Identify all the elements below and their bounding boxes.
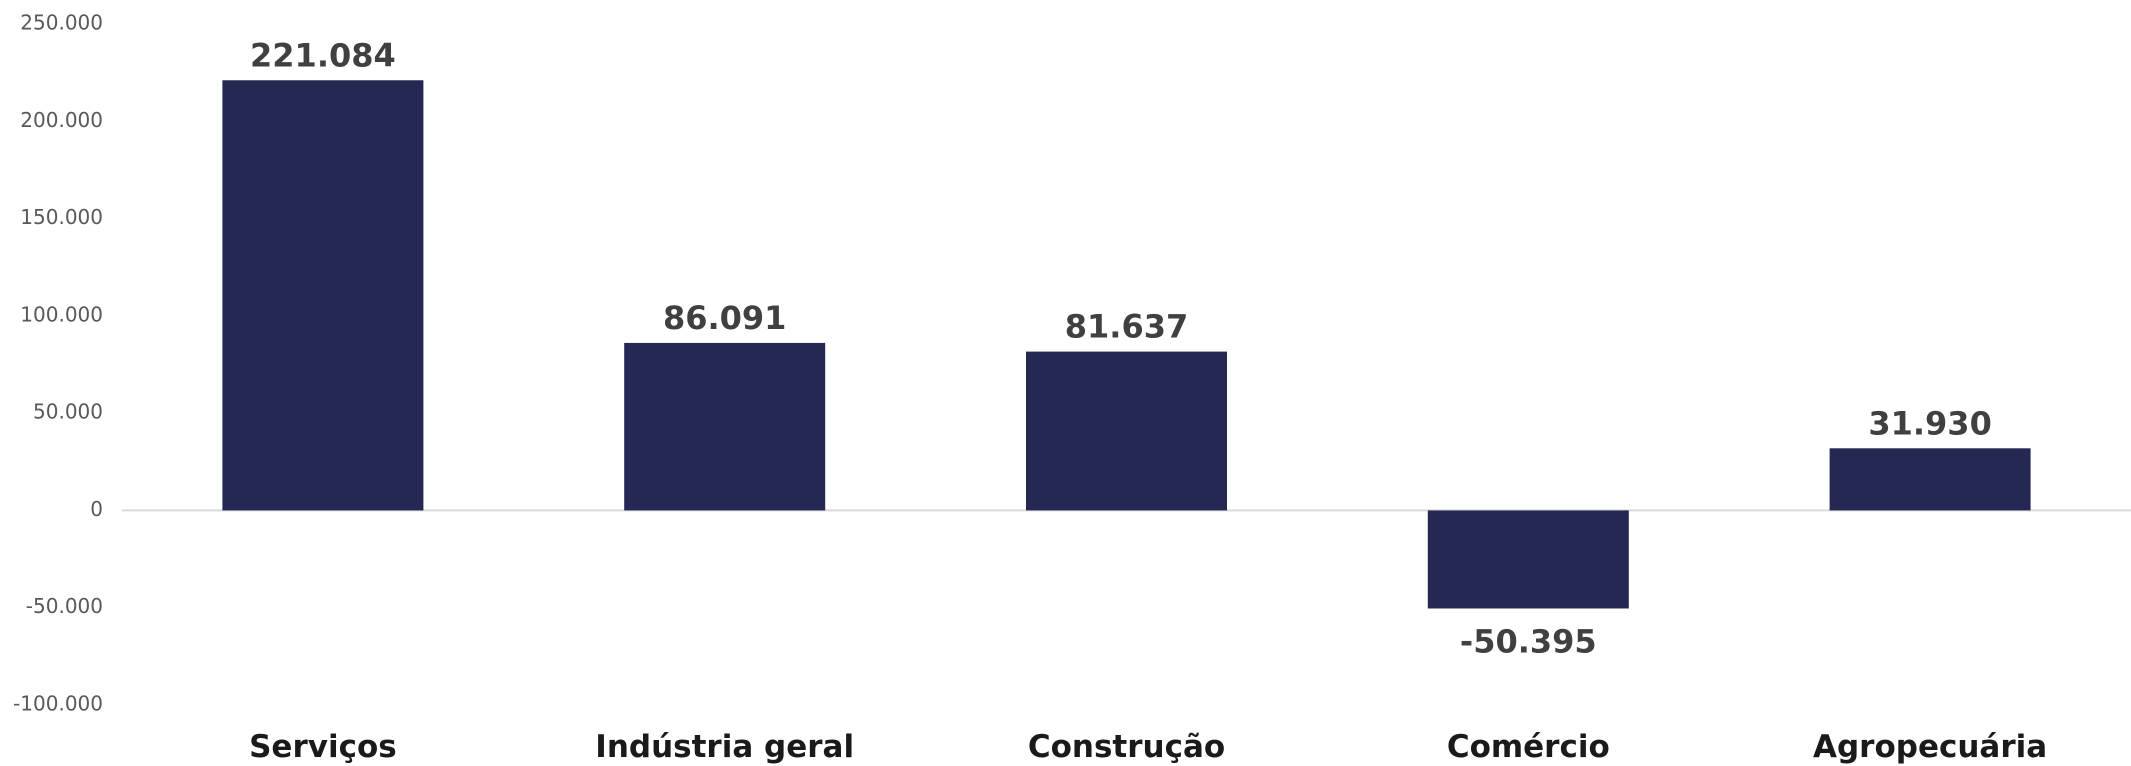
category-label: Agropecuária	[1813, 729, 2047, 765]
category-label: Construção	[1028, 729, 1225, 765]
data-label: 81.637	[1065, 308, 1188, 346]
y-tick-label: 50.000	[33, 400, 103, 424]
y-tick-label: 200.000	[20, 108, 103, 132]
y-tick-label: 150.000	[20, 205, 103, 229]
y-axis-tick-labels: 250.000 200.000 150.000 100.000 50.000 0 -50.0…	[13, 11, 103, 716]
category-label: Comércio	[1447, 729, 1610, 765]
y-tick-label: 0	[90, 497, 103, 521]
bar	[624, 342, 826, 511]
category-label: Indústria geral	[595, 729, 854, 765]
y-tick-label: 100.000	[20, 302, 103, 326]
bars-group	[222, 80, 2031, 609]
data-label: -50.395	[1460, 622, 1597, 660]
bar	[1427, 510, 1629, 609]
y-tick-label: -100.000	[13, 692, 103, 716]
data-labels-group: 221.084 86.091 81.637 -50.395 31.930	[250, 36, 1992, 660]
y-tick-label: 250.000	[20, 11, 103, 35]
data-label: 86.091	[663, 299, 786, 337]
data-label: 31.930	[1868, 404, 1991, 442]
category-labels-group: Serviços Indústria geral Construção Comérci…	[249, 729, 2047, 765]
bar	[222, 80, 424, 511]
bar	[1026, 351, 1227, 511]
data-label: 221.084	[250, 36, 396, 74]
bar	[1829, 448, 2031, 511]
category-label: Serviços	[249, 729, 397, 765]
y-tick-label: -50.000	[26, 594, 103, 618]
